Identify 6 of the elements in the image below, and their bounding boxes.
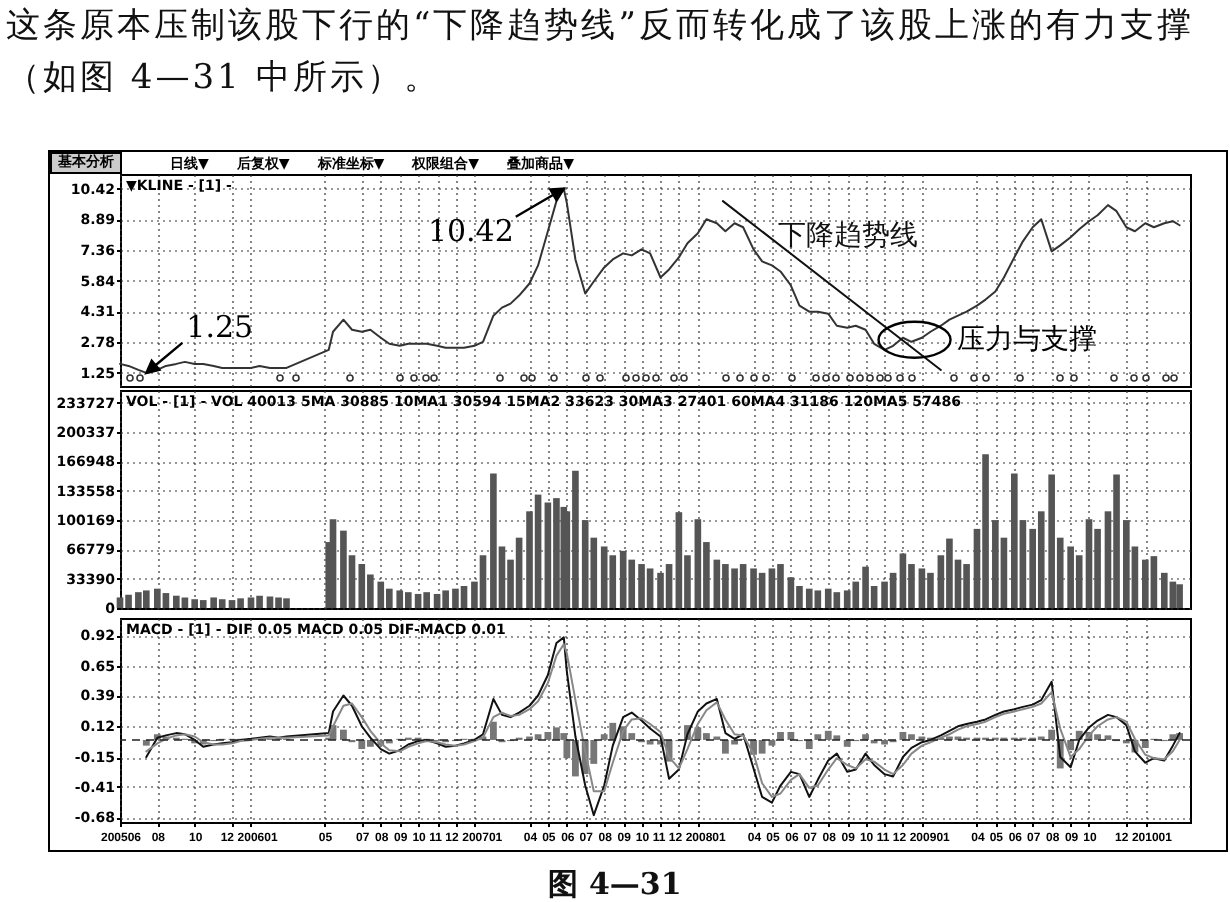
series-label: 下降趋势线 <box>776 218 917 251</box>
annotation: 10.42 <box>426 211 513 248</box>
annotation: 1.25 <box>185 307 253 344</box>
text: 这条原本压制该股下行的“下降趋势线”反而转化成了该股上涨的有力支撑（如图 4—31 中所示）。 <box>6 4 1196 102</box>
annotation: 压力与支撑 <box>955 322 1096 355</box>
caption: 图 4—31 <box>546 866 684 902</box>
